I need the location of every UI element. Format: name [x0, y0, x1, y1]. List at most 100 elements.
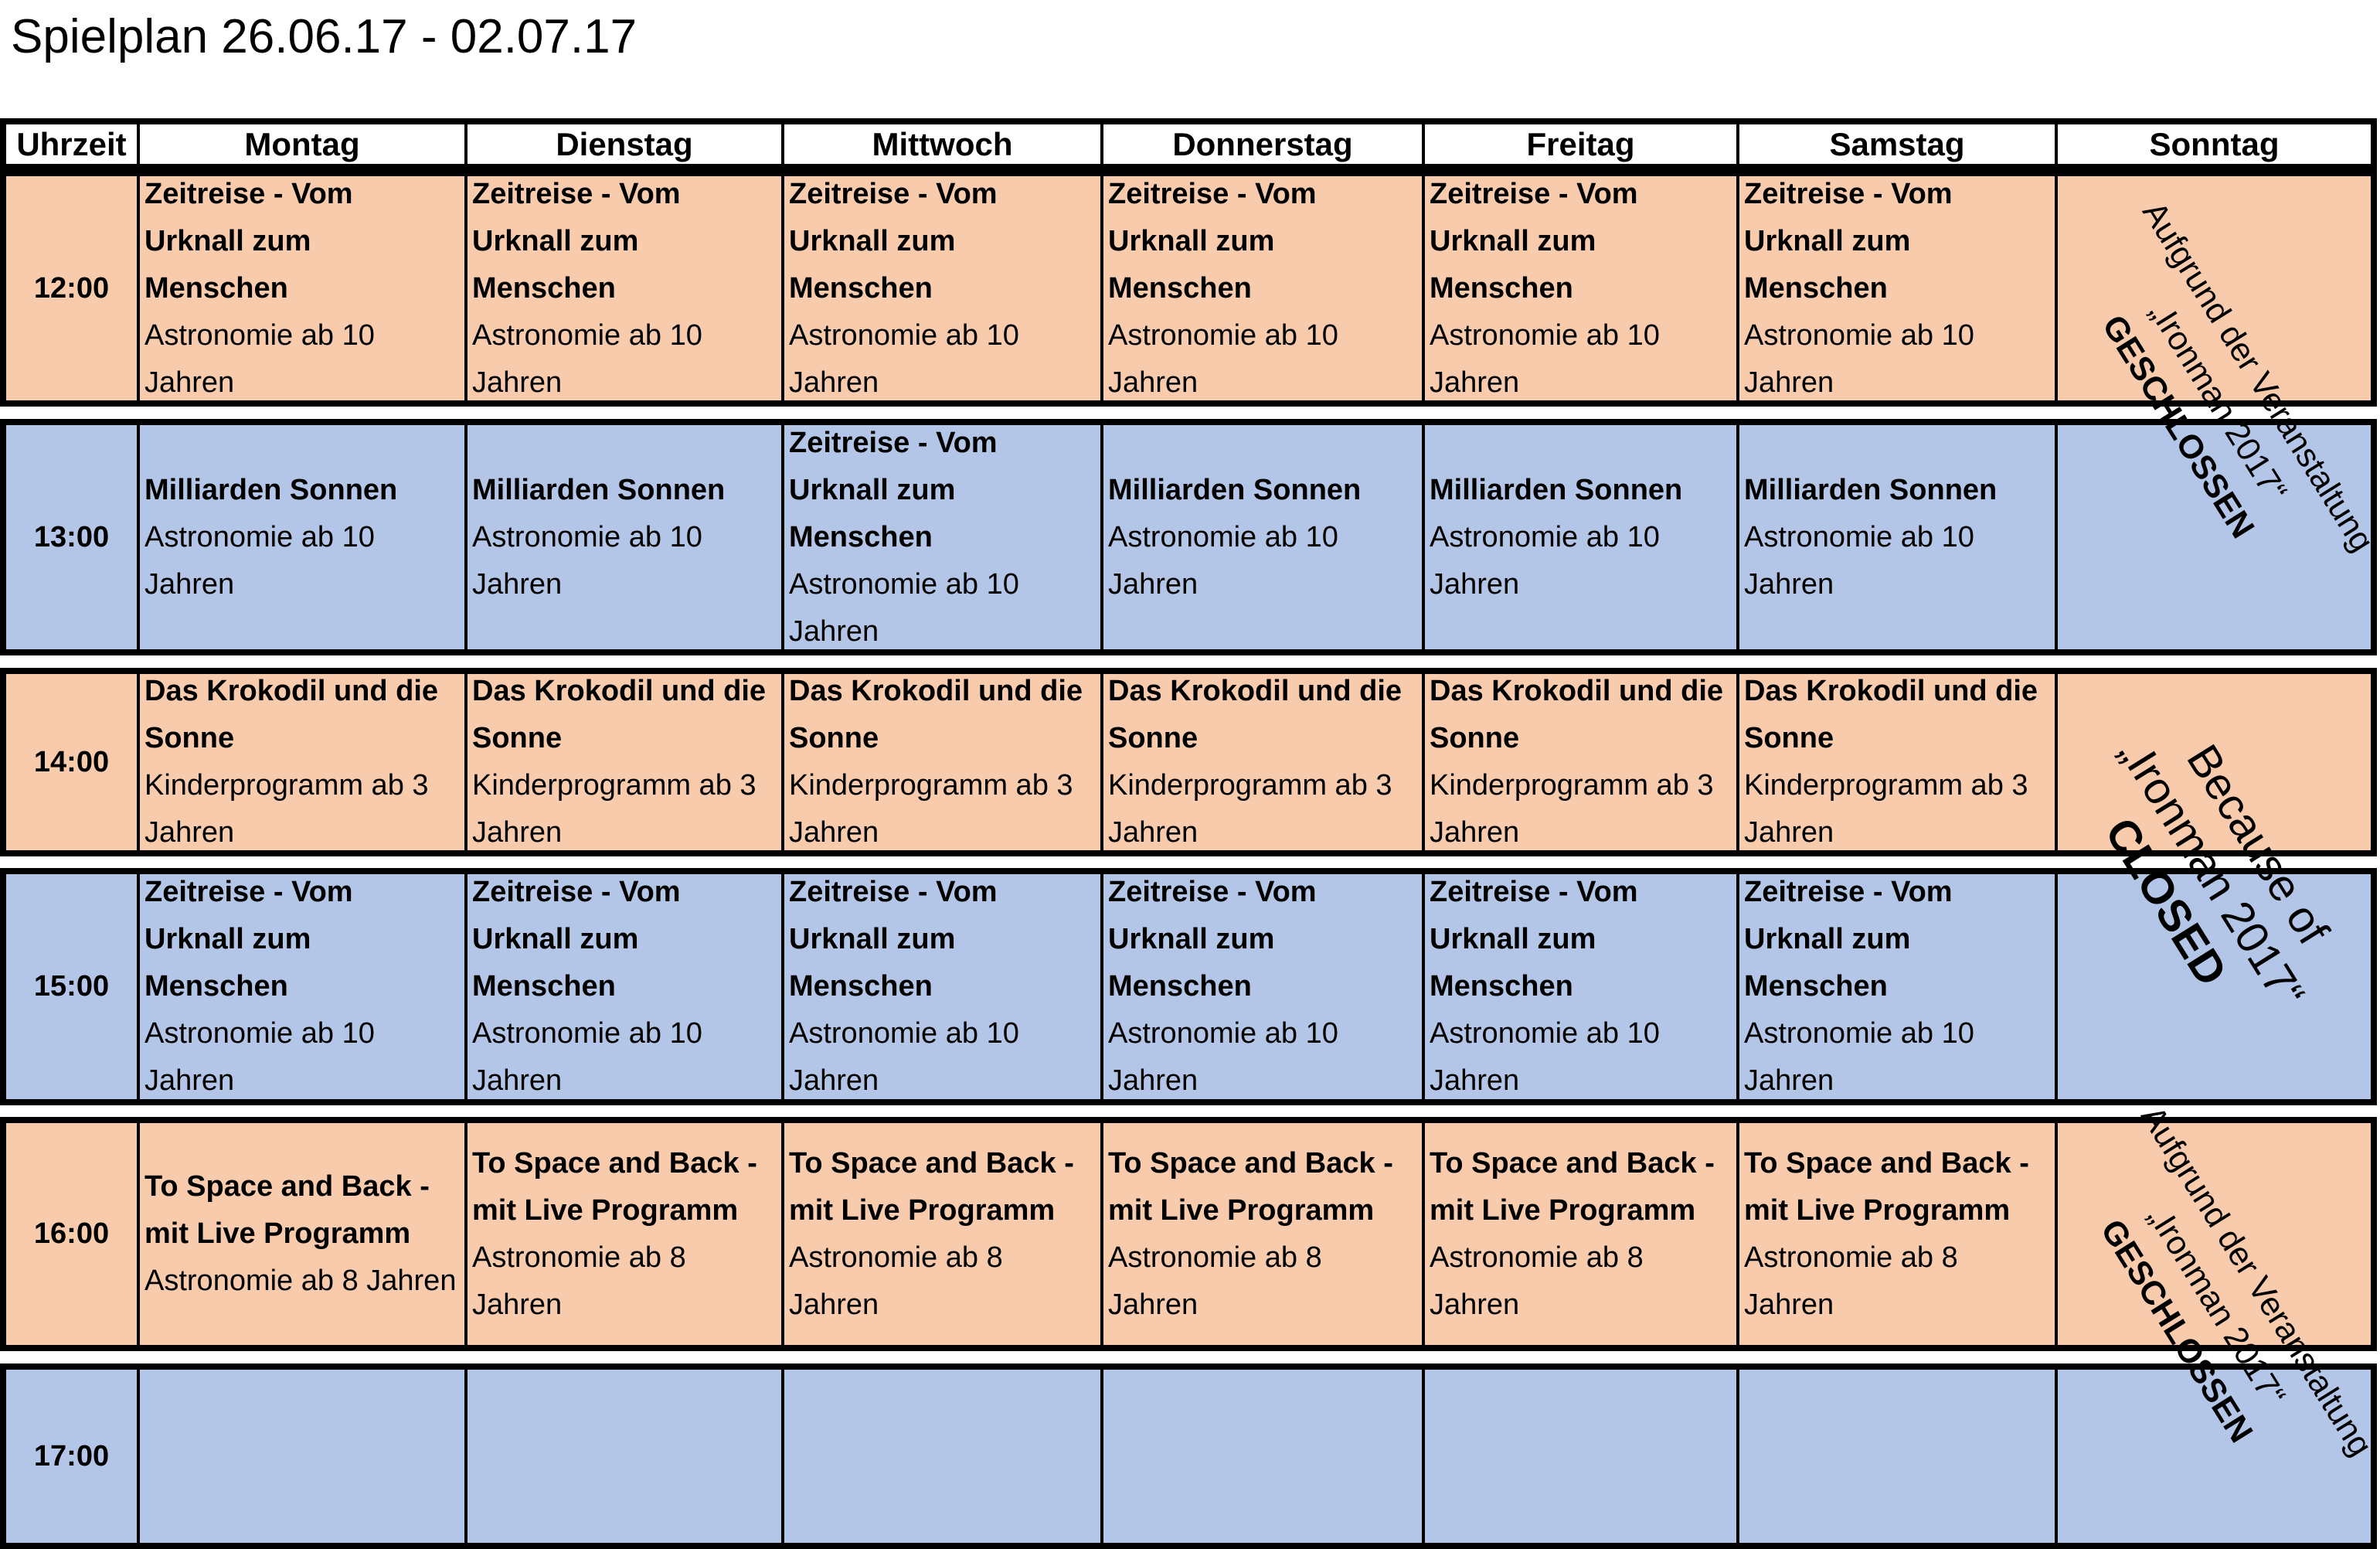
time-label: 12:00 — [33, 271, 110, 305]
event-title: Das Krokodil und die Sonne — [789, 675, 1083, 754]
event-audience: Astronomie ab 10 Jahren — [472, 318, 702, 399]
event-cell-freitag: Zeitreise - Vom Urknall zum Menschen Astr… — [1422, 176, 1736, 400]
event-cell-donnerstag — [1100, 1370, 1422, 1543]
event-audience: Astronomie ab 10 Jahren — [1744, 1017, 1974, 1097]
event-cell-freitag: To Space and Back - mit Live Programm Ast… — [1422, 1123, 1736, 1345]
event-audience: Astronomie ab 10 Jahren — [144, 1017, 375, 1097]
event-audience: Astronomie ab 8 Jahren — [144, 1265, 457, 1297]
header-uhrzeit: Uhrzeit — [16, 125, 127, 162]
header-mittwoch: Mittwoch — [781, 124, 1100, 164]
event-cell-donnerstag: Das Krokodil und die Sonne Kinderprogramm… — [1100, 674, 1422, 850]
event-audience: Kinderprogramm ab 3 Jahren — [1744, 769, 2028, 849]
event-title: To Space and Back - mit Live Programm — [144, 1170, 430, 1250]
event-cell-mittwoch: Das Krokodil und die Sonne Kinderprogramm… — [781, 674, 1100, 850]
time-row-1700: 17:00 — [0, 1363, 2377, 1549]
event-audience: Astronomie ab 10 Jahren — [1430, 318, 1660, 399]
header-row: Uhrzeit Montag Dienstag Mittwoch Donnerstag F… — [0, 118, 2377, 170]
event-audience: Astronomie ab 10 Jahren — [472, 520, 702, 601]
event-audience: Astronomie ab 10 Jahren — [1108, 1017, 1338, 1097]
event-audience: Astronomie ab 8 Jahren — [1430, 1241, 1644, 1321]
event-cell-dienstag: Milliarden Sonnen Astronomie ab 10 Jahren — [464, 425, 781, 649]
event-title: Zeitreise - Vom Urknall zum Menschen — [1108, 876, 1317, 1003]
event-title: To Space and Back - mit Live Programm — [1744, 1146, 2029, 1227]
event-cell-sonntag — [2055, 425, 2371, 649]
event-cell-montag — [137, 1370, 464, 1543]
event-title: Das Krokodil und die Sonne — [1430, 675, 1724, 754]
event-audience: Astronomie ab 10 Jahren — [789, 318, 1019, 399]
event-audience: Astronomie ab 8 Jahren — [1744, 1241, 1958, 1321]
event-title: Zeitreise - Vom Urknall zum Menschen — [1430, 876, 1638, 1003]
event-cell-sonntag — [2055, 176, 2371, 400]
event-audience: Kinderprogramm ab 3 Jahren — [789, 769, 1073, 849]
time-label: 16:00 — [33, 1217, 110, 1250]
event-cell-samstag: Zeitreise - Vom Urknall zum Menschen Astr… — [1736, 874, 2055, 1099]
event-audience: Kinderprogramm ab 3 Jahren — [1108, 769, 1392, 849]
event-cell-donnerstag: To Space and Back - mit Live Programm Ast… — [1100, 1123, 1422, 1345]
event-cell-freitag — [1422, 1370, 1736, 1543]
event-title: Zeitreise - Vom Urknall zum Menschen — [789, 426, 998, 553]
page-title: Spielplan 26.06.17 - 02.07.17 — [11, 10, 638, 63]
event-cell-montag: Das Krokodil und die Sonne Kinderprogramm… — [137, 674, 464, 850]
event-audience: Kinderprogramm ab 3 Jahren — [1430, 769, 1714, 849]
time-label: 14:00 — [33, 745, 110, 778]
event-cell-sonntag — [2055, 1370, 2371, 1543]
event-audience: Astronomie ab 10 Jahren — [144, 318, 375, 399]
header-dienstag: Dienstag — [464, 124, 781, 164]
event-cell-mittwoch: Zeitreise - Vom Urknall zum Menschen Astr… — [781, 425, 1100, 649]
event-audience: Astronomie ab 10 Jahren — [1744, 318, 1974, 399]
event-audience: Astronomie ab 10 Jahren — [1108, 520, 1338, 601]
event-cell-montag: Zeitreise - Vom Urknall zum Menschen Astr… — [137, 874, 464, 1099]
event-title: To Space and Back - mit Live Programm — [789, 1146, 1074, 1227]
event-cell-sonntag — [2055, 874, 2371, 1099]
event-title: Milliarden Sonnen — [144, 473, 398, 506]
event-audience: Kinderprogramm ab 3 Jahren — [144, 769, 429, 849]
event-title: Zeitreise - Vom Urknall zum Menschen — [144, 177, 353, 305]
event-cell-montag: To Space and Back - mit Live Programm Ast… — [137, 1123, 464, 1345]
event-title: Milliarden Sonnen — [1108, 473, 1362, 506]
event-audience: Kinderprogramm ab 3 Jahren — [472, 769, 756, 849]
event-title: Milliarden Sonnen — [1744, 473, 1998, 506]
event-cell-mittwoch: Zeitreise - Vom Urknall zum Menschen Astr… — [781, 874, 1100, 1099]
time-label: 17:00 — [33, 1439, 110, 1472]
event-cell-samstag: Zeitreise - Vom Urknall zum Menschen Astr… — [1736, 176, 2055, 400]
event-cell-freitag: Zeitreise - Vom Urknall zum Menschen Astr… — [1422, 874, 1736, 1099]
event-cell-donnerstag: Zeitreise - Vom Urknall zum Menschen Astr… — [1100, 874, 1422, 1099]
event-cell-mittwoch: Zeitreise - Vom Urknall zum Menschen Astr… — [781, 176, 1100, 400]
event-audience: Astronomie ab 10 Jahren — [1430, 520, 1660, 601]
event-audience: Astronomie ab 10 Jahren — [1108, 318, 1338, 399]
event-title: To Space and Back - mit Live Programm — [1108, 1146, 1393, 1227]
event-cell-donnerstag: Milliarden Sonnen Astronomie ab 10 Jahren — [1100, 425, 1422, 649]
event-audience: Astronomie ab 8 Jahren — [789, 1241, 1003, 1321]
event-audience: Astronomie ab 10 Jahren — [789, 567, 1019, 648]
event-cell-mittwoch: To Space and Back - mit Live Programm Ast… — [781, 1123, 1100, 1345]
event-title: Zeitreise - Vom Urknall zum Menschen — [472, 876, 681, 1003]
event-cell-dienstag: Das Krokodil und die Sonne Kinderprogramm… — [464, 674, 781, 850]
event-audience: Astronomie ab 8 Jahren — [472, 1241, 686, 1321]
event-cell-freitag: Das Krokodil und die Sonne Kinderprogramm… — [1422, 674, 1736, 850]
event-audience: Astronomie ab 10 Jahren — [1744, 520, 1974, 601]
header-montag: Montag — [137, 124, 464, 164]
event-title: Zeitreise - Vom Urknall zum Menschen — [1108, 177, 1317, 305]
event-cell-samstag — [1736, 1370, 2055, 1543]
event-audience: Astronomie ab 10 Jahren — [1430, 1017, 1660, 1097]
event-title: Zeitreise - Vom Urknall zum Menschen — [1744, 876, 1953, 1003]
time-row-1600: 16:00 To Space and Back - mit Live Progra… — [0, 1117, 2377, 1351]
event-title: Zeitreise - Vom Urknall zum Menschen — [789, 177, 998, 305]
event-cell-montag: Zeitreise - Vom Urknall zum Menschen Astr… — [137, 176, 464, 400]
header-donnerstag: Donnerstag — [1100, 124, 1422, 164]
event-cell-mittwoch — [781, 1370, 1100, 1543]
event-title: Zeitreise - Vom Urknall zum Menschen — [144, 876, 353, 1003]
event-title: Das Krokodil und die Sonne — [1108, 675, 1402, 754]
event-audience: Astronomie ab 10 Jahren — [472, 1017, 702, 1097]
header-sonntag: Sonntag — [2055, 124, 2371, 164]
header-samstag: Samstag — [1736, 124, 2055, 164]
time-row-1300: 13:00 Milliarden Sonnen Astronomie ab 10 J… — [0, 419, 2377, 655]
event-title: To Space and Back - mit Live Programm — [1430, 1146, 1715, 1227]
event-cell-dienstag: Zeitreise - Vom Urknall zum Menschen Astr… — [464, 874, 781, 1099]
event-title: Zeitreise - Vom Urknall zum Menschen — [1430, 177, 1638, 305]
event-cell-sonntag — [2055, 674, 2371, 850]
event-title: Das Krokodil und die Sonne — [1744, 675, 2038, 754]
event-cell-dienstag: To Space and Back - mit Live Programm Ast… — [464, 1123, 781, 1345]
event-title: Milliarden Sonnen — [472, 473, 726, 506]
event-title: Zeitreise - Vom Urknall zum Menschen — [789, 876, 998, 1003]
